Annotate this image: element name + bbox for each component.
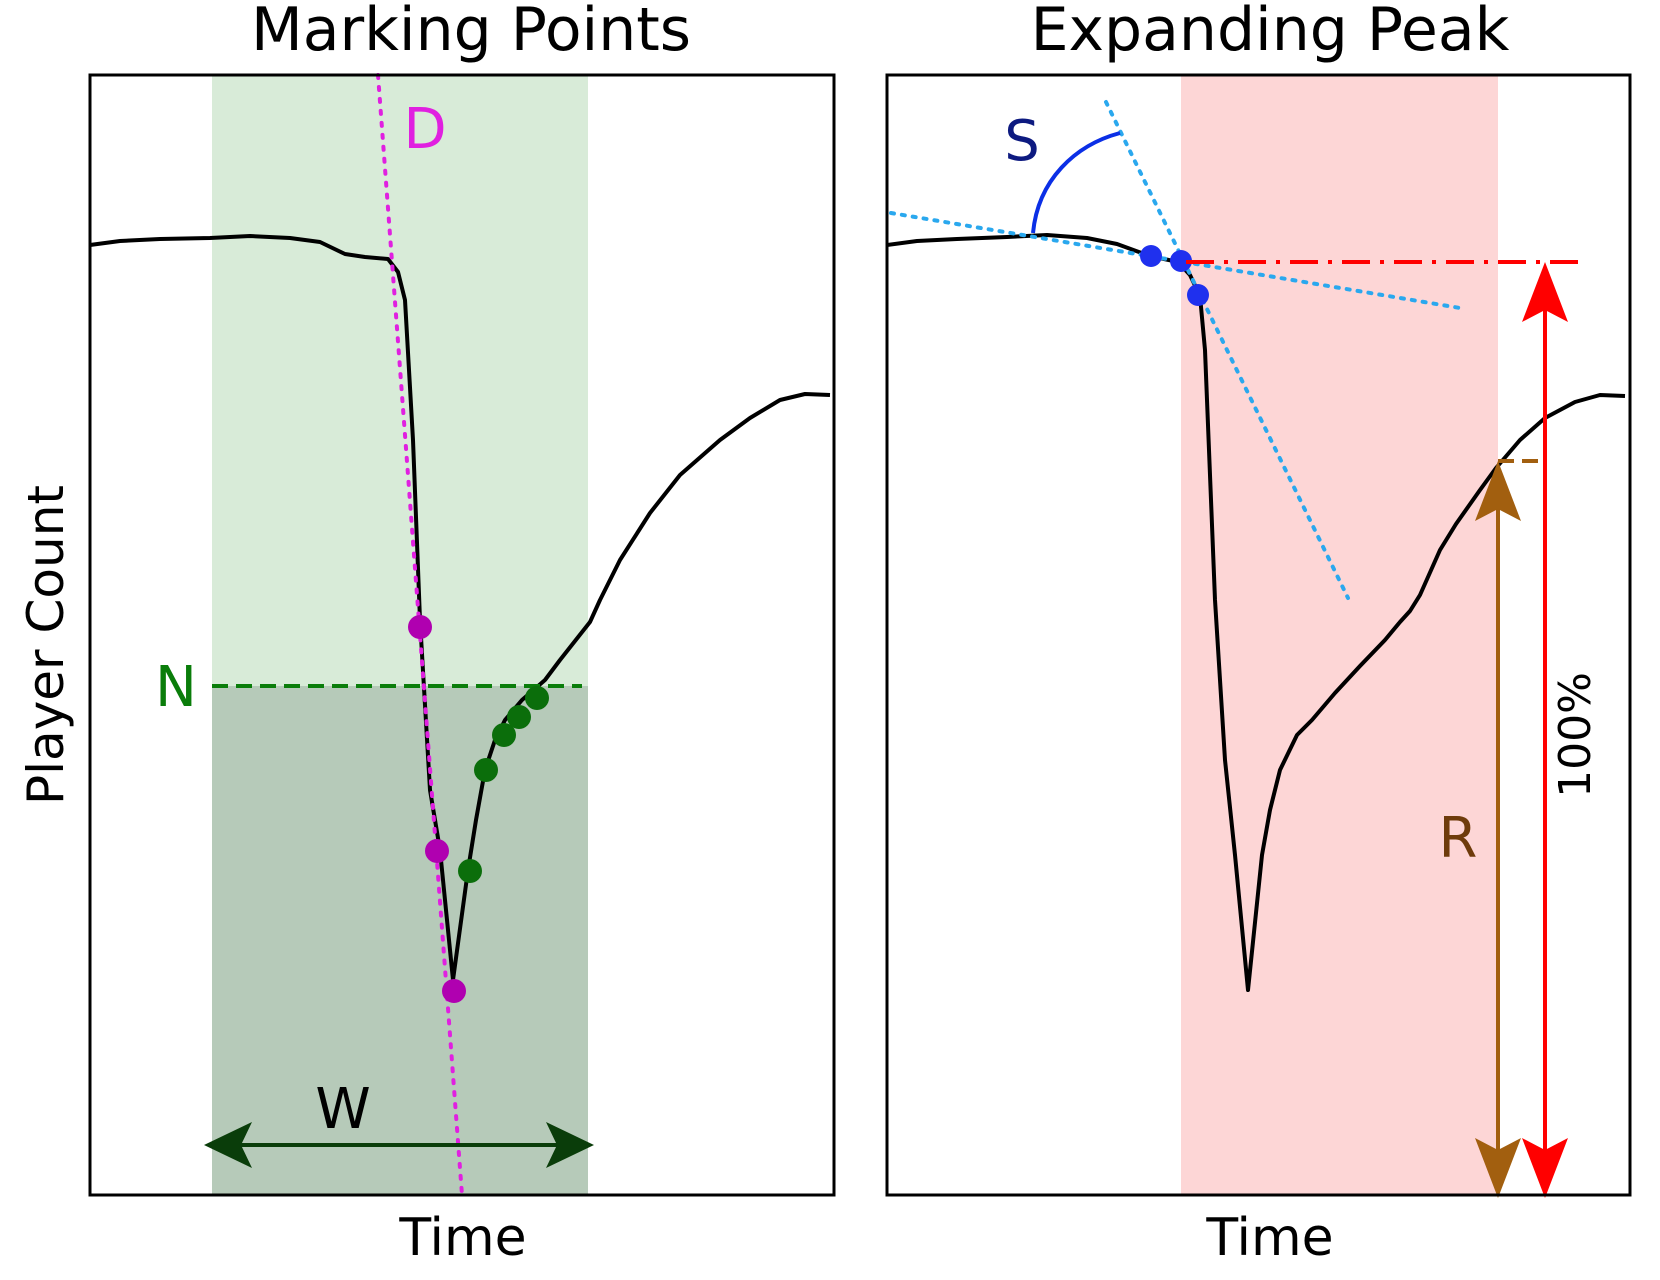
panel-title-left: Marking Points xyxy=(251,0,691,65)
full-range-arrow-head-top xyxy=(1522,262,1568,322)
label-w: W xyxy=(315,1077,370,1142)
n-point xyxy=(458,859,482,883)
label-100-percent: 100% xyxy=(1550,672,1601,798)
recovery-arrow-head-bottom xyxy=(1475,1138,1521,1198)
d-point xyxy=(408,615,432,639)
slope-angle-arc xyxy=(1031,131,1121,234)
axes-frame-right xyxy=(885,73,1632,1197)
n-point xyxy=(492,723,516,747)
label-n: N xyxy=(155,655,197,720)
x-axis-label-right: Time xyxy=(1205,1208,1333,1268)
d-point xyxy=(425,839,449,863)
expanded-peak-band xyxy=(1181,75,1498,1195)
peak-point xyxy=(1187,284,1209,306)
panel-marking-points: D N W Marking Points Time xyxy=(88,0,836,1268)
panel-expanding-peak: S 100% R Expanding Peak Time xyxy=(885,0,1632,1268)
label-r: R xyxy=(1439,806,1478,871)
label-d: D xyxy=(403,97,446,162)
y-axis-label: Player Count xyxy=(17,485,75,805)
tangent-line-steep xyxy=(1104,100,1350,600)
peak-point xyxy=(1140,245,1162,267)
axes-frame-left xyxy=(88,73,836,1197)
n-point xyxy=(474,758,498,782)
below-threshold-band xyxy=(212,686,588,1195)
d-point xyxy=(442,979,466,1003)
recovery-arrow-head-top xyxy=(1475,461,1521,521)
w-arrow-head-right xyxy=(546,1122,594,1168)
n-point xyxy=(507,705,531,729)
n-point xyxy=(525,686,549,710)
peak-point xyxy=(1170,250,1192,272)
panel-title-right: Expanding Peak xyxy=(1031,0,1510,65)
label-s: S xyxy=(1004,109,1040,174)
player-count-curve-right xyxy=(886,233,1626,992)
w-arrow-head-left xyxy=(204,1122,252,1168)
full-range-arrow-head-bottom xyxy=(1522,1138,1568,1198)
x-axis-label-left: Time xyxy=(398,1208,526,1268)
d-line xyxy=(376,73,464,1197)
